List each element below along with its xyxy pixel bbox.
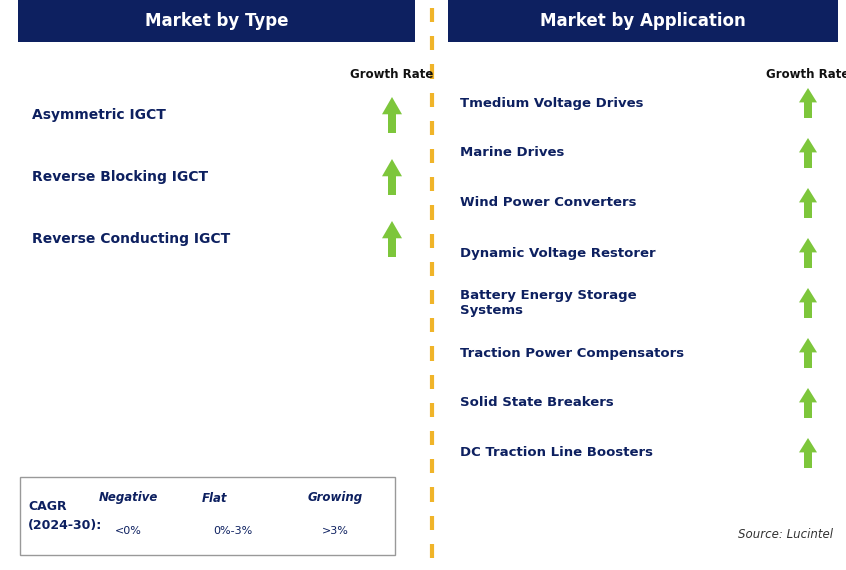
- Polygon shape: [799, 288, 817, 303]
- Text: Growing: Growing: [307, 491, 363, 504]
- Text: CAGR
(2024-30):: CAGR (2024-30):: [28, 500, 102, 531]
- Polygon shape: [799, 438, 817, 453]
- Text: Traction Power Compensators: Traction Power Compensators: [460, 347, 684, 360]
- Text: Growth Rate: Growth Rate: [350, 67, 434, 80]
- Polygon shape: [145, 500, 151, 514]
- FancyBboxPatch shape: [20, 477, 395, 555]
- Text: Market by Type: Market by Type: [145, 12, 288, 30]
- Text: Battery Energy Storage
Systems: Battery Energy Storage Systems: [460, 289, 637, 317]
- Text: >3%: >3%: [321, 526, 349, 536]
- Polygon shape: [387, 238, 396, 257]
- Polygon shape: [799, 138, 817, 152]
- Text: Wind Power Converters: Wind Power Converters: [460, 197, 636, 210]
- Polygon shape: [805, 152, 812, 168]
- Polygon shape: [799, 338, 817, 352]
- Text: Source: Lucintel: Source: Lucintel: [738, 528, 833, 541]
- Text: Solid State Breakers: Solid State Breakers: [460, 397, 613, 409]
- Polygon shape: [354, 512, 360, 526]
- Polygon shape: [805, 352, 812, 368]
- Polygon shape: [799, 188, 817, 202]
- Text: DC Traction Line Boosters: DC Traction Line Boosters: [460, 446, 653, 459]
- Text: Negative: Negative: [98, 491, 157, 504]
- Polygon shape: [805, 303, 812, 318]
- Polygon shape: [387, 176, 396, 195]
- Text: Dynamic Voltage Restorer: Dynamic Voltage Restorer: [460, 246, 656, 259]
- Polygon shape: [141, 514, 155, 526]
- Text: Tmedium Voltage Drives: Tmedium Voltage Drives: [460, 96, 644, 109]
- Polygon shape: [382, 159, 402, 176]
- Text: <0%: <0%: [114, 526, 141, 536]
- Polygon shape: [805, 453, 812, 468]
- Text: Asymmetric IGCT: Asymmetric IGCT: [32, 108, 166, 122]
- Text: Growth Rate: Growth Rate: [766, 67, 846, 80]
- Polygon shape: [245, 504, 259, 522]
- FancyBboxPatch shape: [448, 0, 838, 42]
- Polygon shape: [387, 114, 396, 133]
- Text: Reverse Conducting IGCT: Reverse Conducting IGCT: [32, 232, 230, 246]
- Text: Flat: Flat: [202, 491, 228, 504]
- Polygon shape: [805, 202, 812, 218]
- Polygon shape: [805, 253, 812, 268]
- Polygon shape: [799, 388, 817, 402]
- Text: Market by Application: Market by Application: [540, 12, 746, 30]
- Text: Marine Drives: Marine Drives: [460, 146, 564, 160]
- Polygon shape: [350, 500, 364, 512]
- Text: Reverse Blocking IGCT: Reverse Blocking IGCT: [32, 170, 208, 184]
- Polygon shape: [799, 238, 817, 253]
- Text: 0%-3%: 0%-3%: [213, 526, 253, 536]
- FancyBboxPatch shape: [18, 0, 415, 42]
- Polygon shape: [382, 97, 402, 114]
- Polygon shape: [382, 221, 402, 238]
- Polygon shape: [805, 103, 812, 118]
- Polygon shape: [805, 402, 812, 418]
- Polygon shape: [227, 509, 245, 517]
- Polygon shape: [799, 88, 817, 103]
